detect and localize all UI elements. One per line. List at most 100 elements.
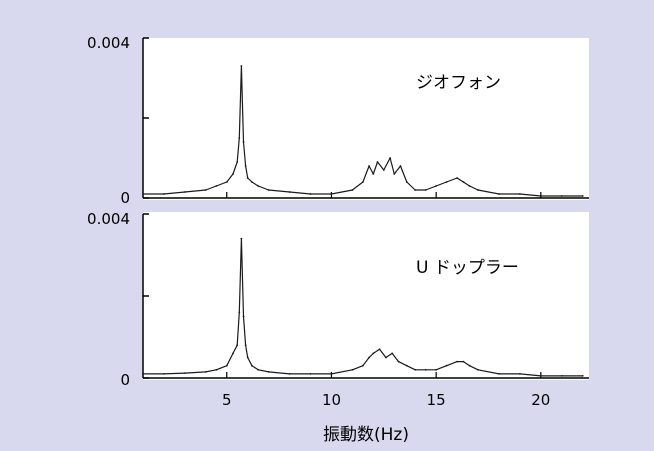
udoppler-point-24 xyxy=(385,356,387,359)
geophone-point-35 xyxy=(468,185,471,187)
geophone-point-20 xyxy=(362,181,364,183)
udoppler-point-39 xyxy=(560,375,563,377)
udoppler-ytick-top-label: 0.004 xyxy=(87,210,130,228)
geophone-point-23 xyxy=(376,161,379,163)
geophone-point-13 xyxy=(251,181,253,183)
x-tick-label-15: 15 xyxy=(427,391,446,409)
geophone-point-39 xyxy=(539,195,542,197)
udoppler-point-38 xyxy=(539,375,542,377)
geophone-point-38 xyxy=(519,193,521,195)
geophone-point-2 xyxy=(184,191,186,193)
geophone-panel: ジオフォン 0.004 0 xyxy=(87,34,589,207)
udoppler-series-label: U ドップラー xyxy=(416,258,519,278)
udoppler-plot-area xyxy=(143,212,589,380)
udoppler-point-27 xyxy=(405,364,408,367)
geophone-point-21 xyxy=(368,165,370,167)
udoppler-point-9 xyxy=(240,237,243,240)
udoppler-point-3 xyxy=(204,371,207,373)
udoppler-point-26 xyxy=(397,360,400,363)
udoppler-point-22 xyxy=(372,352,375,355)
geophone-point-26 xyxy=(393,173,396,175)
x-tick-label-10: 10 xyxy=(322,391,341,409)
geophone-point-4 xyxy=(215,185,218,187)
udoppler-point-37 xyxy=(519,373,521,375)
geophone-point-7 xyxy=(236,161,239,163)
udoppler-panel: U ドップラー 0.004 0 xyxy=(87,210,589,389)
geophone-marks xyxy=(142,37,589,199)
geophone-point-18 xyxy=(330,193,333,195)
udoppler-point-34 xyxy=(468,364,471,367)
geophone-spectrum-line xyxy=(143,65,583,197)
udoppler-point-15 xyxy=(267,371,270,373)
geophone-ytick-zero-label: 0 xyxy=(120,189,130,207)
udoppler-point-16 xyxy=(288,373,291,375)
geophone-ytick-top-label: 0.004 xyxy=(87,34,130,52)
udoppler-point-8 xyxy=(238,311,241,314)
geophone-point-14 xyxy=(257,185,260,187)
geophone-point-17 xyxy=(309,193,312,195)
geophone-point-28 xyxy=(405,181,408,183)
geophone-point-0 xyxy=(142,193,144,195)
geophone-point-22 xyxy=(372,173,375,175)
x-tick-label-20: 20 xyxy=(531,391,550,409)
udoppler-point-21 xyxy=(368,356,370,359)
udoppler-point-32 xyxy=(456,360,458,363)
geophone-point-34 xyxy=(462,181,465,183)
geophone-point-9 xyxy=(240,65,243,67)
geophone-point-11 xyxy=(244,165,247,167)
udoppler-point-1 xyxy=(163,373,165,375)
udoppler-point-7 xyxy=(236,344,239,347)
x-axis: 5 10 15 20 xyxy=(222,391,550,409)
udoppler-point-20 xyxy=(362,364,364,367)
geophone-point-36 xyxy=(477,189,479,191)
udoppler-point-6 xyxy=(232,352,234,355)
geophone-point-27 xyxy=(399,165,402,167)
udoppler-point-13 xyxy=(251,364,253,367)
geophone-point-32 xyxy=(445,181,448,183)
udoppler-point-18 xyxy=(330,373,333,375)
udoppler-point-30 xyxy=(435,368,437,371)
geophone-point-31 xyxy=(435,185,437,187)
geophone-point-5 xyxy=(225,181,228,183)
geophone-point-6 xyxy=(232,173,234,175)
udoppler-ytick-zero-label: 0 xyxy=(120,371,130,389)
udoppler-point-5 xyxy=(225,364,228,367)
geophone-point-40 xyxy=(560,195,563,197)
udoppler-point-31 xyxy=(445,364,448,367)
geophone-plot-area xyxy=(143,38,589,200)
geophone-point-10 xyxy=(242,141,245,143)
geophone-point-19 xyxy=(351,189,354,191)
udoppler-point-29 xyxy=(424,368,427,371)
geophone-point-37 xyxy=(498,193,500,195)
x-tick-label-5: 5 xyxy=(222,391,232,409)
udoppler-point-11 xyxy=(244,344,247,347)
geophone-series-label: ジオフォン xyxy=(416,73,501,93)
udoppler-point-0 xyxy=(142,373,144,375)
udoppler-point-35 xyxy=(477,368,479,371)
geophone-point-1 xyxy=(163,193,165,195)
geophone-point-12 xyxy=(246,177,249,179)
udoppler-point-33 xyxy=(462,360,465,363)
udoppler-point-2 xyxy=(184,372,186,374)
geophone-point-3 xyxy=(204,189,207,191)
udoppler-point-4 xyxy=(215,368,218,371)
udoppler-marks xyxy=(142,213,589,379)
geophone-point-41 xyxy=(581,195,584,197)
udoppler-point-28 xyxy=(414,368,417,371)
udoppler-point-17 xyxy=(309,373,312,375)
x-axis-title: 振動数(Hz) xyxy=(323,425,409,445)
geophone-point-29 xyxy=(414,189,417,191)
udoppler-point-12 xyxy=(246,356,249,359)
geophone-point-24 xyxy=(382,169,385,171)
udoppler-point-10 xyxy=(242,315,245,318)
udoppler-point-14 xyxy=(257,368,260,371)
geophone-point-30 xyxy=(424,189,427,191)
geophone-point-33 xyxy=(456,177,458,179)
geophone-point-15 xyxy=(267,189,270,191)
geophone-point-25 xyxy=(389,157,391,159)
geophone-point-8 xyxy=(238,137,241,139)
udoppler-point-36 xyxy=(498,373,500,375)
geophone-point-16 xyxy=(288,191,291,193)
udoppler-point-23 xyxy=(378,348,381,351)
